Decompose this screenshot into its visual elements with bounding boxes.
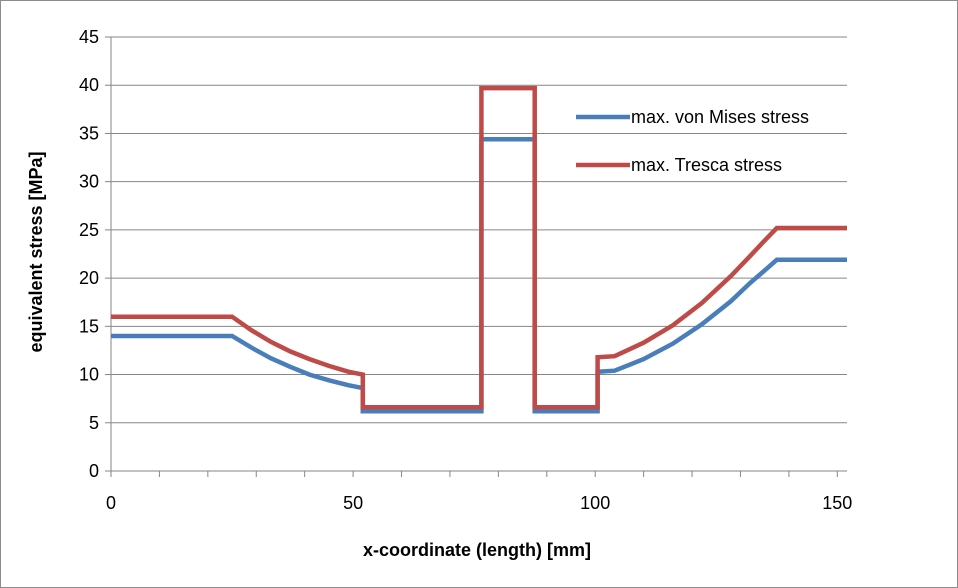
- y-tick-label: 0: [89, 461, 99, 481]
- y-tick-labels: 0 5 10 15 20 25 30 35 40 45: [79, 27, 99, 481]
- y-tick-label: 30: [79, 172, 99, 192]
- legend-label-von-mises: max. von Mises stress: [631, 107, 809, 127]
- y-tick-label: 45: [79, 27, 99, 47]
- y-tick-label: 40: [79, 75, 99, 95]
- x-tick-label: 0: [106, 493, 116, 513]
- tresca-series-line: [111, 85, 847, 410]
- axes: [105, 36, 847, 477]
- von-mises-series-line: [111, 136, 847, 414]
- y-axis-title: equivalent stress [MPa]: [26, 151, 46, 352]
- series-lines: [111, 85, 847, 414]
- y-tick-label: 25: [79, 220, 99, 240]
- x-tick-label: 100: [580, 493, 610, 513]
- gridlines: [111, 36, 847, 424]
- y-tick-label: 15: [79, 316, 99, 336]
- x-tick-label: 150: [822, 493, 852, 513]
- x-tick-label: 50: [343, 493, 363, 513]
- y-tick-label: 5: [89, 413, 99, 433]
- y-tick-label: 10: [79, 365, 99, 385]
- y-tick-label: 35: [79, 123, 99, 143]
- legend: max. von Mises stress max. Tresca stress: [576, 107, 809, 175]
- y-tick-label: 20: [79, 268, 99, 288]
- x-axis-title: x-coordinate (length) [mm]: [363, 540, 591, 560]
- legend-label-tresca: max. Tresca stress: [631, 155, 782, 175]
- x-tick-labels: 0 50 100 150: [106, 493, 852, 513]
